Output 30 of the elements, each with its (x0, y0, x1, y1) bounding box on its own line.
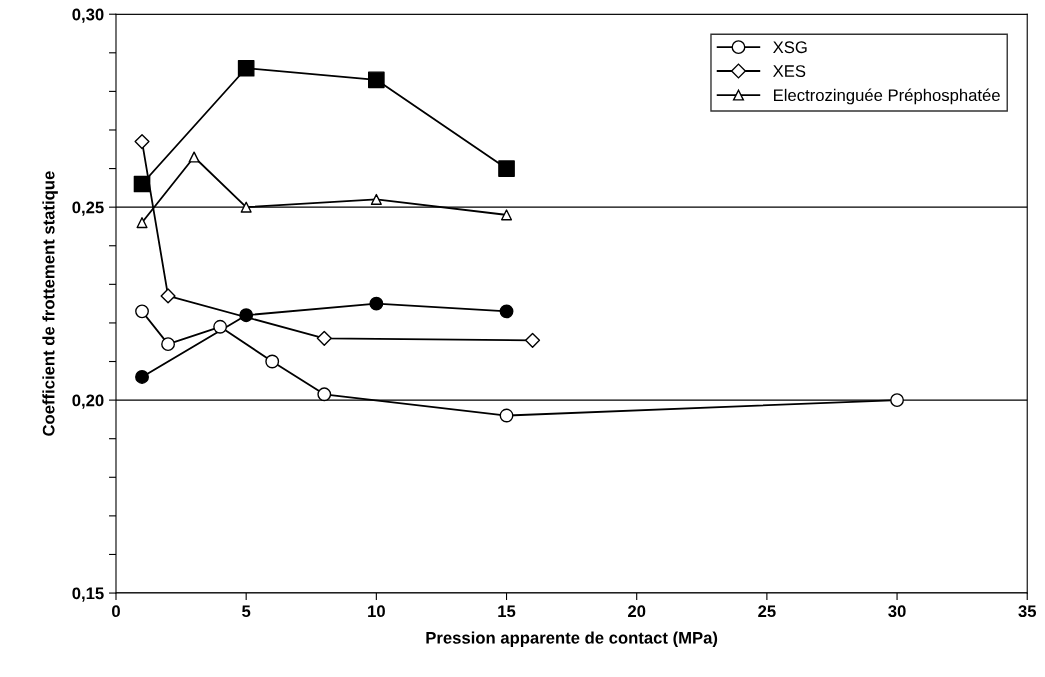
point (524, 332, 541, 348)
x-tick-label: 15 (498, 605, 516, 618)
legend-label: XSG (773, 41, 807, 54)
point (500, 209, 513, 221)
point (136, 217, 148, 229)
y-tick-label: 0,25 (72, 201, 104, 216)
y-tick-label: 0,30 (72, 8, 104, 23)
legend-label: XES (773, 65, 806, 77)
point (160, 288, 176, 304)
x-tick-label: 0 (112, 605, 120, 618)
x-axis-title: Pression apparente de contact (MPa) (426, 631, 718, 648)
y-axis-title: Coefficient de frottement statique (42, 171, 58, 436)
x-tick-label: 35 (1018, 605, 1037, 618)
point (240, 201, 252, 213)
y-tick-label: 0,20 (72, 394, 104, 409)
x-tick-label: 30 (888, 605, 906, 618)
point (498, 160, 515, 177)
point (134, 133, 150, 150)
point (370, 193, 382, 206)
point (133, 175, 151, 193)
x-tick-label: 5 (242, 605, 251, 618)
x-tick-label: 10 (368, 605, 385, 618)
point (368, 71, 385, 89)
legend-label: Electrozinguée Préphosphatée (774, 88, 1000, 105)
point (237, 59, 255, 77)
y-tick-label: 0,15 (72, 587, 104, 602)
point (316, 330, 332, 346)
point (188, 151, 200, 163)
x-tick-label: 20 (628, 605, 646, 618)
x-tick-label: 25 (758, 605, 776, 618)
